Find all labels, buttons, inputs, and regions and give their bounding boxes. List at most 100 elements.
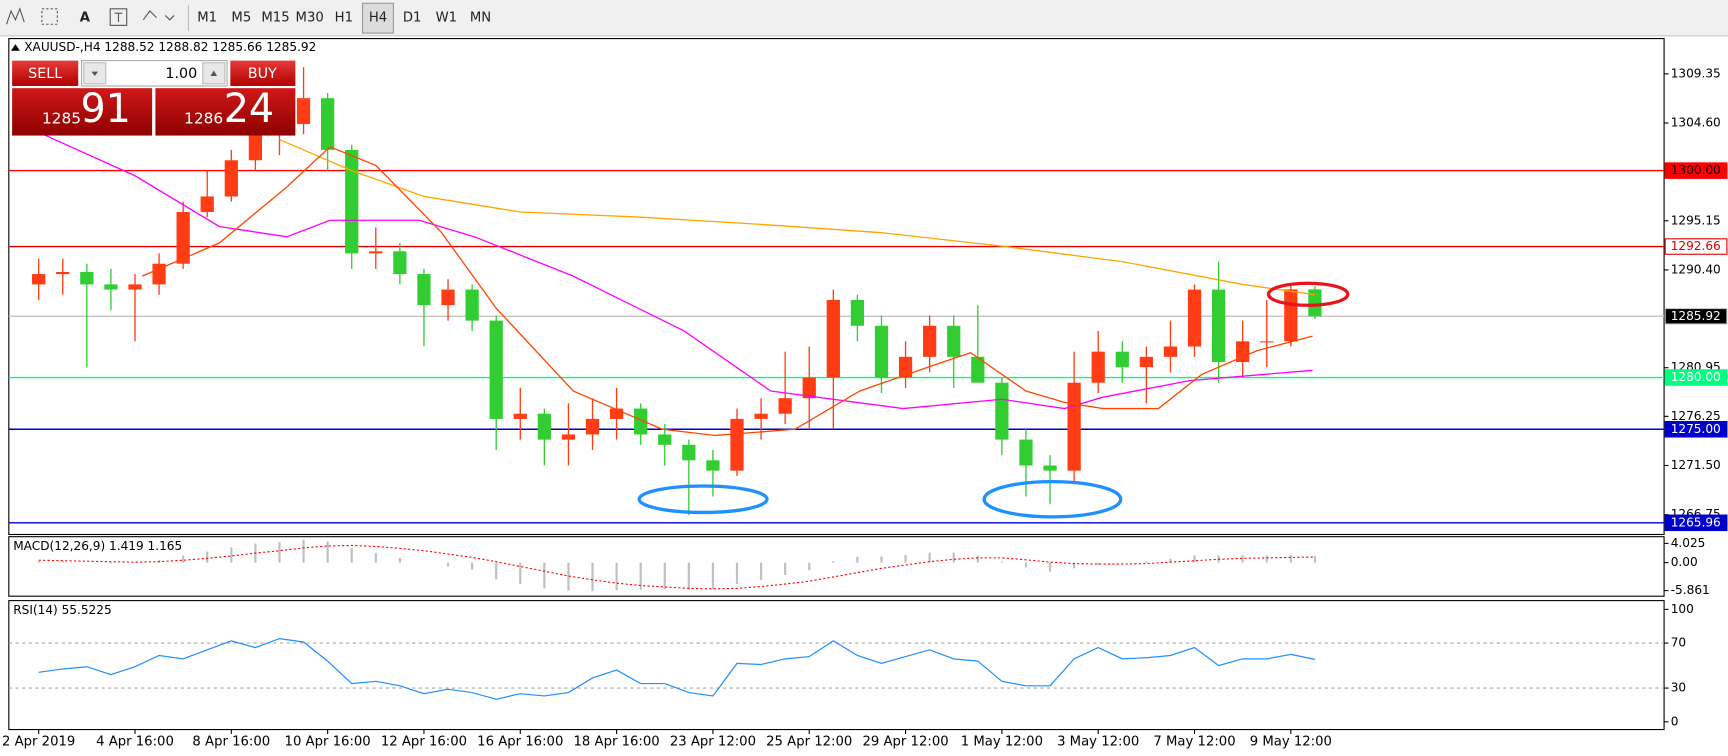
- candle-body: [1308, 289, 1322, 317]
- double-bottom-marker: [637, 484, 769, 515]
- macd-bar: [928, 552, 931, 563]
- objects-icon[interactable]: [142, 10, 175, 21]
- moving-average: [141, 146, 1313, 437]
- ask-prefix: 1286: [184, 110, 223, 128]
- level-label: 1265.96: [1671, 515, 1721, 529]
- rsi-line: [38, 637, 1316, 700]
- header-arrow[interactable]: [11, 44, 20, 51]
- candle-body: [200, 196, 214, 212]
- macd-bar: [976, 555, 979, 563]
- buy-label[interactable]: BUY: [248, 66, 277, 82]
- level-label: 1300.00: [1671, 163, 1721, 177]
- macd-bar: [880, 556, 883, 563]
- macd-bar: [61, 561, 64, 563]
- candle-body: [802, 377, 816, 399]
- candle-body: [537, 413, 551, 440]
- macd-bar: [109, 562, 113, 564]
- sell-button[interactable]: [12, 60, 79, 86]
- candle-body: [826, 299, 840, 378]
- level-label-box: [1664, 308, 1728, 325]
- macd-bar: [759, 562, 763, 580]
- toolbar: [0, 0, 1728, 37]
- macd-bar: [182, 555, 185, 563]
- candle-body: [1139, 356, 1153, 368]
- ask-box[interactable]: [155, 88, 296, 136]
- candle-body: [1115, 351, 1129, 368]
- candle-body: [465, 289, 479, 321]
- candle-body: [224, 160, 238, 197]
- candle-body: [658, 434, 672, 445]
- macd-bar: [591, 562, 594, 592]
- timeframe-button[interactable]: W1: [436, 11, 457, 26]
- text-label-icon[interactable]: [109, 8, 128, 26]
- candle-body: [1236, 341, 1250, 363]
- buy-button[interactable]: [230, 60, 296, 86]
- macd-bar: [808, 562, 811, 571]
- candle-body: [1163, 346, 1178, 357]
- macd-bar: [1097, 562, 1100, 566]
- timeframe-button[interactable]: H4: [369, 11, 387, 26]
- y-tick-label: 0.00: [1671, 555, 1698, 569]
- macd-bar: [1289, 555, 1292, 563]
- candle-body: [730, 418, 744, 471]
- y-tick-label: -5.861: [1671, 583, 1710, 597]
- timeframe-button[interactable]: M1: [197, 11, 217, 26]
- macd-bar: [543, 562, 546, 589]
- sell-label[interactable]: SELL: [28, 66, 62, 82]
- timeframe-button[interactable]: M15: [261, 11, 289, 26]
- timeframe-button[interactable]: M5: [231, 11, 251, 26]
- level-label-box: [1664, 420, 1728, 438]
- timeframe-button[interactable]: D1: [403, 11, 422, 26]
- candle-body: [634, 408, 648, 435]
- y-tick-label: 1276.25: [1671, 409, 1721, 423]
- indicator-icon[interactable]: [6, 7, 25, 25]
- candle-body: [393, 251, 407, 275]
- y-tick-label: 1304.60: [1671, 116, 1721, 130]
- indicator-title: MACD(12,26,9) 1.419 1.165: [13, 539, 182, 553]
- candle-body: [80, 271, 94, 285]
- double-bottom-marker: [982, 479, 1123, 519]
- period-icon[interactable]: [41, 8, 58, 25]
- x-tick-label: 2 Apr 2019: [2, 735, 75, 750]
- y-tick-label: 4.025: [1671, 536, 1706, 550]
- candle-body: [489, 320, 503, 419]
- candle-body: [923, 325, 937, 357]
- macd-bar: [832, 561, 835, 563]
- macd-bar: [230, 547, 233, 563]
- macd-bar: [326, 541, 329, 563]
- bid-box[interactable]: [12, 88, 153, 136]
- toolbar-icons: [6, 7, 175, 26]
- x-tick-label: 12 Apr 16:00: [381, 735, 467, 750]
- y-tick-label: 70: [1671, 636, 1686, 650]
- timeframe-button[interactable]: H1: [335, 11, 353, 26]
- timeframe-button[interactable]: M30: [296, 11, 324, 26]
- macd-bar: [952, 552, 955, 563]
- candle-body: [1019, 439, 1033, 466]
- down-arrow: [91, 71, 99, 77]
- candle-body: [778, 398, 792, 414]
- volume[interactable]: 1.00: [165, 66, 197, 82]
- level-label: 1292.66: [1671, 239, 1721, 253]
- candle-body: [176, 211, 190, 264]
- macd-bar: [1024, 562, 1028, 568]
- bid-big: 91: [80, 86, 130, 132]
- x-tick-label: 9 May 12:00: [1250, 735, 1332, 750]
- candle-body: [754, 413, 768, 419]
- text-tool[interactable]: A: [80, 11, 91, 26]
- timeframe-button[interactable]: MN: [470, 11, 491, 26]
- timeframes: M1 M5 M15 M30 H1 H4 D1 W1 MN: [187, 2, 491, 34]
- macd-bar: [904, 555, 907, 563]
- ask-big: 24: [224, 86, 274, 132]
- plot-layer: 1309.351304.601295.151290.401280.951276.…: [2, 66, 1728, 750]
- candle-body: [1211, 289, 1226, 363]
- macd-bar: [615, 562, 618, 591]
- y-tick-label: 1309.35: [1671, 66, 1721, 80]
- x-tick-label: 25 Apr 12:00: [766, 735, 852, 750]
- y-tick-label: 1290.40: [1671, 262, 1721, 276]
- macd-bar: [206, 551, 209, 563]
- candle-body: [609, 408, 624, 419]
- level-label-box: [1664, 514, 1728, 532]
- x-tick-label: 29 Apr 12:00: [862, 735, 948, 750]
